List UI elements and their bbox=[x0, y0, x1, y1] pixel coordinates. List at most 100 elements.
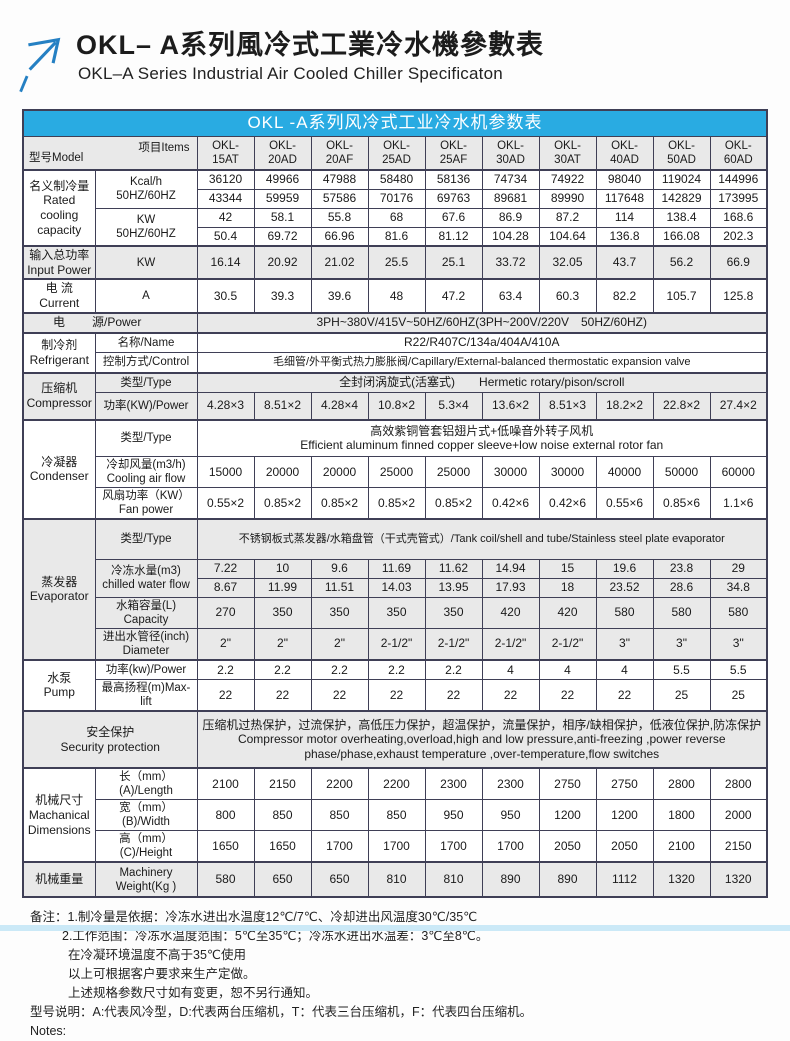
value-cell: 58136 bbox=[424, 169, 483, 190]
value-cell: 125.8 bbox=[709, 278, 768, 314]
value-cell: 55.8 bbox=[310, 207, 369, 228]
value-cell: 23.52 bbox=[595, 577, 654, 598]
power-supply-label-zh: 电 bbox=[52, 315, 65, 330]
value-cell: 350 bbox=[367, 596, 426, 629]
value-cell: 36120 bbox=[196, 169, 255, 190]
value-cell: 2150 bbox=[709, 830, 768, 863]
bottom-blue-strip bbox=[0, 925, 790, 931]
value-cell: 56.2 bbox=[652, 244, 711, 280]
value-cell: 27.4×2 bbox=[709, 392, 768, 420]
value-cell: 1200 bbox=[595, 799, 654, 832]
value-cell: 8.51×2 bbox=[253, 392, 312, 420]
value-cell: 81.12 bbox=[424, 226, 483, 247]
model-header-cell: OKL-30AT bbox=[538, 135, 597, 171]
value-cell: 1200 bbox=[538, 799, 597, 832]
value-cell: 2300 bbox=[481, 767, 540, 801]
note-line: 在冷凝环境温度不高于35℃使用 bbox=[68, 948, 246, 963]
weight-row: 机械重量 Machinery Weight(Kg ) 580 650 650 810 8… bbox=[22, 861, 768, 898]
value-cell: 580 bbox=[595, 596, 654, 629]
value-cell: 20.92 bbox=[253, 244, 312, 280]
value-cell: 350 bbox=[424, 596, 483, 629]
value-cell: 800 bbox=[196, 799, 255, 832]
evaporator-flow-60-row: 8.67 11.99 11.51 14.03 13.95 17.93 18 23.52 28.6… bbox=[23, 577, 768, 598]
value-cell: 2000 bbox=[709, 799, 768, 832]
value-cell: 0.85×6 bbox=[652, 487, 711, 520]
value-cell: 420 bbox=[538, 596, 597, 629]
value-cell: 22 bbox=[253, 679, 312, 712]
value-cell: 22 bbox=[595, 679, 654, 712]
input-power-row: 输入总功率 Input Power KW 16.14 20.92 21.02 25.5… bbox=[22, 244, 768, 280]
value-cell: 5.5 bbox=[709, 658, 768, 681]
compressor-type-row: 压缩机 Compressor 类型/Type 全封闭涡旋式(活塞式) Herme… bbox=[22, 371, 768, 420]
value-cell: 1320 bbox=[709, 861, 768, 898]
value-cell: 1112 bbox=[595, 861, 654, 898]
value-cell: 98040 bbox=[595, 169, 654, 190]
value-cell: 39.6 bbox=[310, 278, 369, 314]
value-cell: 2300 bbox=[424, 767, 483, 801]
value-cell: 42 bbox=[196, 207, 255, 228]
spec-table-wrap: OKL -A系列风冷式工业冷水机参数表 型号Model 项目Items OKL-… bbox=[22, 109, 768, 899]
value-cell: 3" bbox=[652, 627, 711, 661]
rated-kcal-60-row: 43344 59959 57586 70176 69763 89681 89990 11764… bbox=[23, 188, 768, 209]
row-sublabel-pipe-diameter: 进出水管径(inch) Diameter bbox=[94, 627, 198, 661]
value-cell: 47988 bbox=[310, 169, 369, 190]
row-sublabel-evaporator-type: 类型/Type bbox=[94, 518, 198, 560]
value-cell: 18.2×2 bbox=[595, 392, 654, 420]
value-cell: 86.9 bbox=[481, 207, 540, 228]
value-cell: 13.95 bbox=[424, 577, 483, 598]
row-sublabel-length: 长（mm）(A)/Length bbox=[94, 767, 198, 801]
value-cell: 2-1/2" bbox=[367, 627, 426, 661]
value-cell: 0.85×2 bbox=[253, 487, 312, 520]
row-sublabel-cooling-air-flow: 冷却风量(m3/h) Cooling air flow bbox=[94, 455, 198, 489]
value-cell: 1700 bbox=[424, 830, 483, 863]
model-header-cell: OKL-60AD bbox=[709, 135, 768, 171]
compressor-power-row: 功率(KW)/Power 4.28×3 8.51×2 4.28×4 10.8×2 5.3… bbox=[23, 392, 768, 420]
model-header-cell: OKL-40AD bbox=[595, 135, 654, 171]
value-cell: 2800 bbox=[709, 767, 768, 801]
note-line-model-legend: 型号说明：A:代表风冷型，D:代表两台压缩机，T：代表三台压缩机，F：代表四台压… bbox=[30, 1005, 533, 1020]
dimension-length-row: 机械尺寸 Machanical Dimensions 长（mm）(A)/Leng… bbox=[22, 767, 768, 863]
value-cell: 22 bbox=[310, 679, 369, 712]
page-subtitle: OKL–A Series Industrial Air Cooled Chill… bbox=[78, 64, 503, 84]
row-label-power-supply: 电 源/Power bbox=[22, 311, 198, 333]
row-label-input-power: 输入总功率 Input Power bbox=[22, 244, 96, 280]
model-header-cell: OKL-50AD bbox=[652, 135, 711, 171]
value-cell: 114 bbox=[595, 207, 654, 228]
value-cell: 2.2 bbox=[310, 658, 369, 681]
value-cell: 650 bbox=[310, 861, 369, 898]
value-cell: 11.69 bbox=[367, 558, 426, 579]
value-cell: 81.6 bbox=[367, 226, 426, 247]
value-cell: 950 bbox=[424, 799, 483, 832]
compressor-type-value: 全封闭涡旋式(活塞式) Hermetic rotary/pison/scroll bbox=[196, 371, 768, 393]
row-sublabel-refrigerant-control: 控制方式/Control bbox=[94, 352, 198, 373]
value-cell: 5.3×4 bbox=[424, 392, 483, 420]
row-sublabel-machinery-weight-en: Machinery Weight(Kg ) bbox=[94, 861, 198, 898]
value-cell: 33.72 bbox=[481, 244, 540, 280]
value-cell: 1.1×6 bbox=[709, 487, 768, 520]
value-cell: 850 bbox=[310, 799, 369, 832]
value-cell: 25.5 bbox=[367, 244, 426, 280]
table-title-row: OKL -A系列风冷式工业冷水机参数表 bbox=[22, 109, 768, 137]
value-cell: 60000 bbox=[709, 455, 768, 489]
refrigerant-name-row: 制冷剂 Refrigerant 名称/Name R22/R407C/134a/4… bbox=[22, 331, 768, 373]
value-cell: 60.3 bbox=[538, 278, 597, 314]
value-cell: 104.64 bbox=[538, 226, 597, 247]
value-cell: 89990 bbox=[538, 188, 597, 209]
row-sublabel-kw: KW 50HZ/60HZ bbox=[94, 207, 198, 247]
value-cell: 47.2 bbox=[424, 278, 483, 314]
value-cell: 14.94 bbox=[481, 558, 540, 579]
value-cell: 22 bbox=[424, 679, 483, 712]
value-cell: 890 bbox=[538, 861, 597, 898]
value-cell: 2-1/2" bbox=[424, 627, 483, 661]
value-cell: 82.2 bbox=[595, 278, 654, 314]
value-cell: 43.7 bbox=[595, 244, 654, 280]
pump-lift-row: 最高扬程(m)Max-lift 22 22 22 22 22 22 22 22 25 25 bbox=[23, 679, 768, 712]
dimension-height-row: 高（mm）(C)/Height 1650 1650 1700 1700 1700 1700… bbox=[23, 830, 768, 863]
corner-items-label: 项目Items bbox=[138, 141, 190, 154]
value-cell: 69.72 bbox=[253, 226, 312, 247]
value-cell: 810 bbox=[367, 861, 426, 898]
row-sublabel-fan-power: 风扇功率（KW） Fan power bbox=[94, 487, 198, 520]
value-cell: 117648 bbox=[595, 188, 654, 209]
model-header-cell: OKL-15AT bbox=[196, 135, 255, 171]
value-cell: 21.02 bbox=[310, 244, 369, 280]
